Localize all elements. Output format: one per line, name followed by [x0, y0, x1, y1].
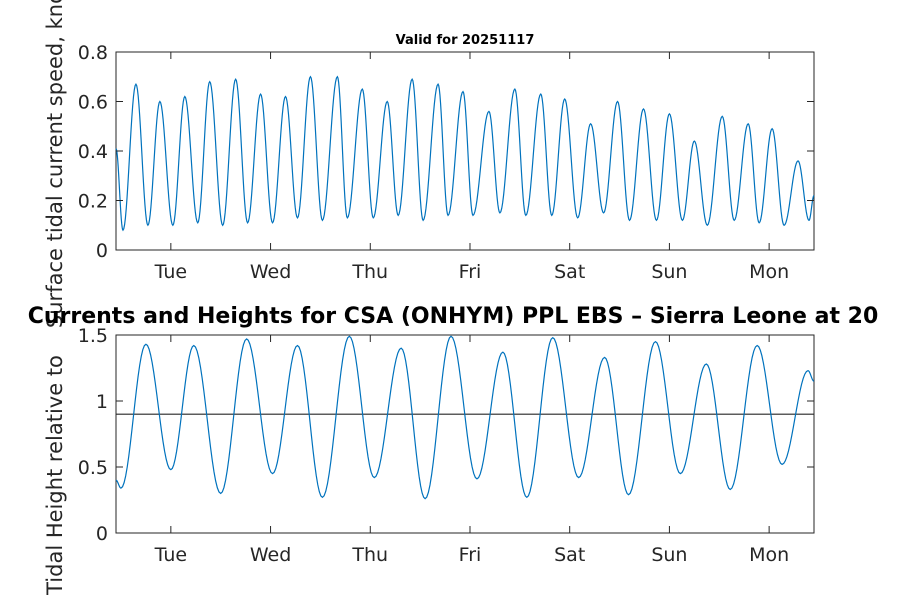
x-tick-label-sat: Sat: [554, 544, 585, 566]
x-tick-label-sun: Sun: [651, 261, 687, 283]
main-chart-title: Currents and Heights for CSA (ONHYM) PPL…: [28, 304, 879, 329]
y-tick-label: 1: [96, 391, 108, 413]
x-tick-label-sat: Sat: [554, 261, 585, 283]
current-speed-chart-title: Valid for 20251117: [396, 33, 535, 48]
x-tick-label-fri: Fri: [459, 261, 482, 283]
tidal-height-y-axis-label: Tidal Height relative to: [43, 355, 67, 596]
y-tick-label: 0.4: [78, 141, 108, 163]
y-tick-label: 0.6: [78, 92, 108, 114]
tidal-height-series-line: [115, 335, 815, 500]
y-tick-label: 1.5: [78, 325, 108, 347]
y-tick-label: 0.8: [78, 42, 108, 64]
x-tick-label-mon: Mon: [749, 544, 789, 566]
x-tick-label-thu: Thu: [351, 544, 388, 566]
y-tick-label: 0: [96, 523, 108, 545]
current-speed-series-line: [115, 75, 815, 232]
tidal-height-plot-box: [115, 334, 815, 534]
x-tick-label-thu: Thu: [351, 261, 388, 283]
x-tick-label-tue: Tue: [154, 544, 187, 566]
y-tick-label: 0.5: [78, 457, 108, 479]
x-tick-label-tue: Tue: [154, 261, 187, 283]
y-tick-label: 0.2: [78, 191, 108, 213]
x-tick-label-wed: Wed: [250, 544, 291, 566]
y-tick-label: 0: [96, 240, 108, 262]
x-tick-label-wed: Wed: [250, 261, 291, 283]
tidal-height-axes: 0 0.5 1 1.5 Tue Wed Thu Fri Sat Sun Mon Tidal Hei…: [43, 325, 815, 596]
current-speed-axes: 0 0.2 0.4 0.6 0.8 Tue Wed Thu Fri Sat Sun Mon Vali…: [43, 0, 815, 328]
x-tick-label-mon: Mon: [749, 261, 789, 283]
current-speed-y-axis-label: Surface tidal current speed, knots: [43, 0, 67, 328]
x-tick-label-fri: Fri: [459, 544, 482, 566]
x-tick-label-sun: Sun: [651, 544, 687, 566]
